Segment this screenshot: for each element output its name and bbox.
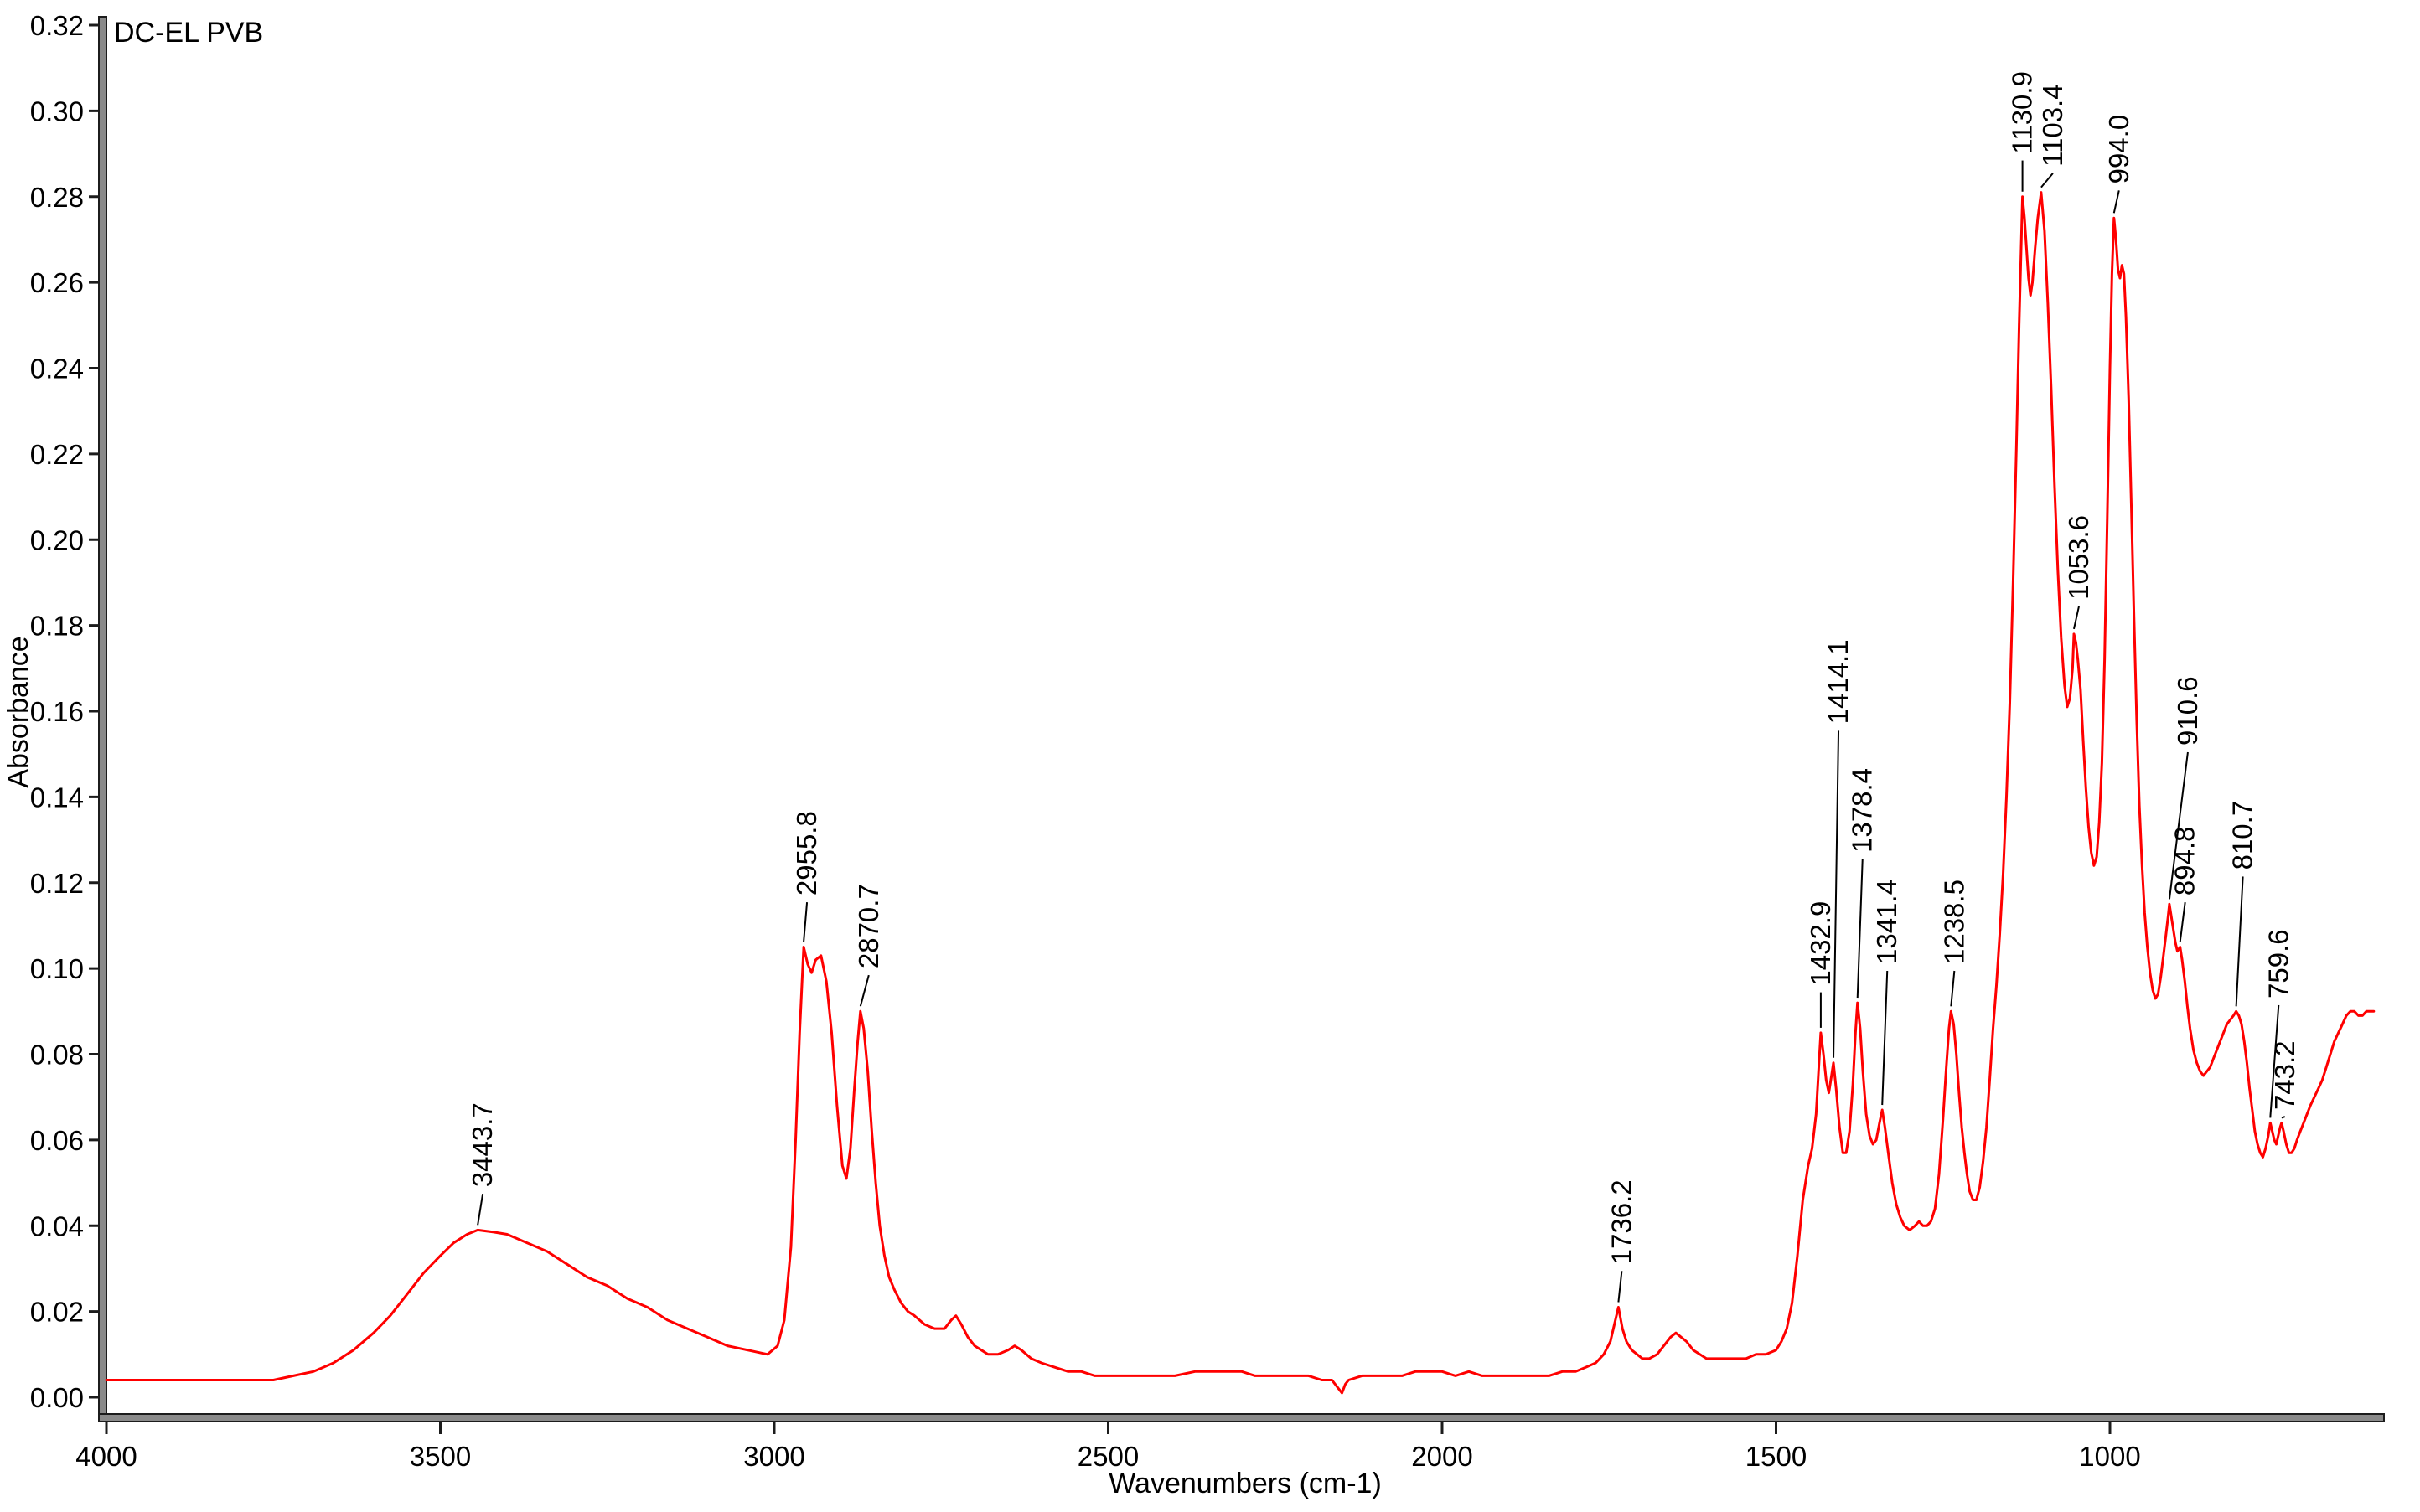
peak-label: 910.6 xyxy=(2172,676,2203,746)
peak-label: 894.8 xyxy=(2169,827,2200,896)
y-tick-label: 0.14 xyxy=(30,782,84,813)
y-tick-label: 0.10 xyxy=(30,953,84,984)
peak-leader-line xyxy=(477,1194,484,1226)
peak-leader-line xyxy=(1856,859,1864,999)
y-tick-label: 0.16 xyxy=(30,696,84,727)
peak-leader-line xyxy=(1881,970,1889,1106)
y-tick-label: 0.30 xyxy=(30,95,84,126)
spectrum-line xyxy=(105,191,2376,1395)
peak-label: 1432.9 xyxy=(1805,901,1836,986)
peak-leader-line xyxy=(1617,1271,1623,1303)
peak-leader-line xyxy=(2072,606,2080,630)
peak-label: 1378.4 xyxy=(1847,768,1878,853)
x-axis-bar xyxy=(98,1413,2385,1422)
y-tick-label: 0.04 xyxy=(30,1210,84,1241)
peak-label: 810.7 xyxy=(2227,801,2258,870)
chart-title: DC-EL PVB xyxy=(114,17,264,49)
y-axis-bar xyxy=(98,16,107,1422)
peak-label: 1341.4 xyxy=(1871,880,1902,964)
peak-leader-line xyxy=(803,902,809,942)
x-tick-label: 1500 xyxy=(1745,1441,1807,1472)
peak-leader-line xyxy=(2269,1004,2280,1118)
peak-leader-line xyxy=(1833,730,1840,1058)
x-tick-label: 3500 xyxy=(410,1441,471,1472)
y-tick-label: 0.24 xyxy=(30,353,84,384)
y-tick-label: 0.22 xyxy=(30,439,84,470)
peak-label: 1130.9 xyxy=(2007,71,2038,153)
peak-label: 994.0 xyxy=(2103,115,2134,184)
x-tick-label: 1000 xyxy=(2079,1441,2140,1472)
peak-label: 743.2 xyxy=(2269,1040,2300,1110)
peak-leader-line xyxy=(2179,901,2186,942)
x-tick-label: 3000 xyxy=(743,1441,804,1472)
peak-label: 1736.2 xyxy=(1606,1179,1637,1264)
peak-label: 2955.8 xyxy=(791,811,822,895)
x-tick-label: 2000 xyxy=(1411,1441,1472,1472)
x-tick-label: 2500 xyxy=(1078,1441,1139,1472)
peak-label: 2870.7 xyxy=(853,884,884,968)
peak-leader-line xyxy=(859,974,870,1007)
peak-leader-line xyxy=(2112,190,2120,214)
peak-label: 1103.4 xyxy=(2037,84,2068,166)
peak-leader-line xyxy=(2040,173,2054,188)
x-tick-label: 4000 xyxy=(75,1441,137,1472)
y-tick-label: 0.08 xyxy=(30,1040,84,1071)
y-tick-label: 0.20 xyxy=(30,524,84,555)
y-tick-label: 0.12 xyxy=(30,868,84,899)
y-tick-label: 0.00 xyxy=(30,1382,84,1413)
x-axis-title: Wavenumbers (cm-1) xyxy=(1109,1468,1382,1499)
peak-label: 3443.7 xyxy=(467,1102,498,1187)
peak-leader-line xyxy=(2168,751,2189,900)
peak-label: 759.6 xyxy=(2262,929,2293,999)
peak-label: 1238.5 xyxy=(1938,880,1969,964)
y-tick-label: 0.18 xyxy=(30,611,84,642)
peak-leader-line xyxy=(2235,876,2244,1007)
peak-label: 1414.1 xyxy=(1823,639,1854,724)
y-tick-label: 0.26 xyxy=(30,267,84,298)
peak-label: 1053.6 xyxy=(2063,515,2094,600)
y-tick-label: 0.06 xyxy=(30,1125,84,1156)
y-tick-label: 0.28 xyxy=(30,182,84,213)
y-axis-title: Absorbance xyxy=(3,636,34,788)
peak-leader-line xyxy=(1950,970,1956,1007)
y-tick-label: 0.32 xyxy=(30,10,84,41)
y-tick-label: 0.02 xyxy=(30,1297,84,1328)
